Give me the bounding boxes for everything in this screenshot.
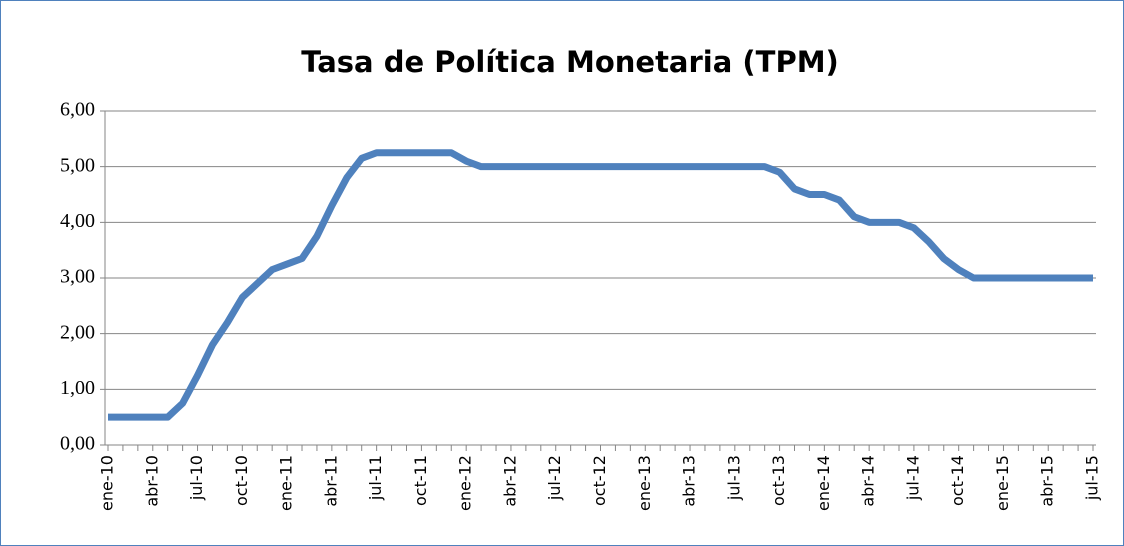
x-tick-label: ene-15 <box>993 455 1012 511</box>
x-tick-label: jul-12 <box>545 455 564 501</box>
y-tick-label: 1,00 <box>60 377 95 399</box>
y-tick-label: 4,00 <box>60 210 95 232</box>
x-tick-label: jul-15 <box>1083 455 1102 501</box>
x-tick-label: abr-15 <box>1038 455 1057 507</box>
x-tick-label: abr-11 <box>321 455 340 507</box>
chart-title: Tasa de Política Monetaria (TPM) <box>301 45 839 79</box>
y-tick-label: 0,00 <box>60 433 95 455</box>
x-tick-label: ene-14 <box>814 455 833 511</box>
x-tick-label: ene-10 <box>98 455 117 511</box>
x-tick-label: jul-13 <box>724 455 743 501</box>
y-tick-label: 6,00 <box>60 99 95 121</box>
x-tick-label: abr-14 <box>859 455 878 507</box>
x-tick-label: jul-14 <box>903 455 922 501</box>
x-tick-label: ene-13 <box>635 455 654 511</box>
x-tick-label: jul-11 <box>366 455 385 501</box>
y-tick-label: 3,00 <box>60 266 95 288</box>
x-tick-label: oct-10 <box>232 455 251 506</box>
x-tick-label: abr-13 <box>680 455 699 507</box>
x-tick-label: oct-13 <box>769 455 788 506</box>
x-tick-label: jul-10 <box>187 455 206 501</box>
y-tick-label: 5,00 <box>60 154 95 176</box>
x-tick-label: abr-12 <box>500 455 519 507</box>
line-series <box>108 149 1093 421</box>
x-tick-label: ene-12 <box>456 455 475 511</box>
x-tick-label: ene-11 <box>277 455 296 511</box>
x-tick-label: oct-11 <box>411 455 430 506</box>
y-tick-label: 2,00 <box>60 321 95 343</box>
x-tick-label: oct-12 <box>590 455 609 506</box>
x-tick-label: oct-14 <box>948 455 967 506</box>
x-tick-label: abr-10 <box>142 455 161 507</box>
